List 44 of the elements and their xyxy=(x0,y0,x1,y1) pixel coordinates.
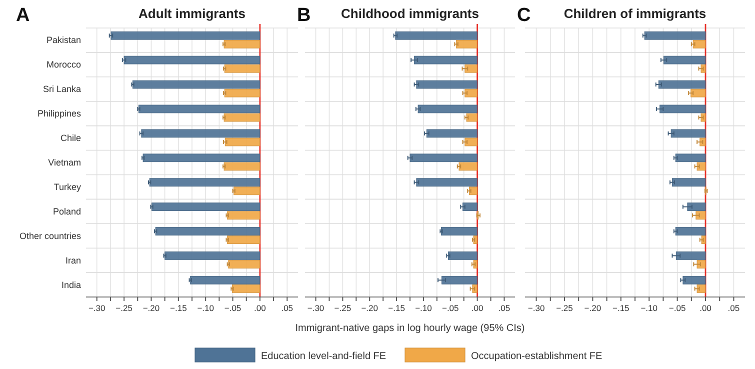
text: B xyxy=(297,5,311,26)
x-tick-label: .05 xyxy=(728,303,740,313)
y-tick-label: Poland xyxy=(52,206,81,216)
x-tick-label: −.30 xyxy=(88,303,106,313)
y-tick-label: Morocco xyxy=(46,60,81,70)
chart-title: Childhood immigrants xyxy=(341,6,479,21)
text: C xyxy=(517,5,531,26)
x-tick-label: −.15 xyxy=(612,303,630,313)
x-tick-label: −.15 xyxy=(170,303,188,313)
x-tick-label: −.25 xyxy=(556,303,574,313)
x-tick-label: −.20 xyxy=(361,303,378,313)
y-tick-label: Turkey xyxy=(54,182,82,192)
x-tick-label: .05 xyxy=(498,303,510,313)
chart-title: Children of immigrants xyxy=(564,6,706,21)
x-tick-label: −.10 xyxy=(197,303,214,313)
x-tick-label: .00 xyxy=(254,303,266,313)
text: Occupation-establishment FE xyxy=(471,351,602,362)
y-tick-label: Philippines xyxy=(37,108,82,119)
x-tick-label: −.20 xyxy=(142,303,160,313)
x-tick-label: −.10 xyxy=(415,303,432,313)
x-tick-label: −.10 xyxy=(640,303,658,313)
x-tick-label: −.15 xyxy=(388,303,406,313)
y-tick-label: Pakistan xyxy=(46,35,81,46)
text: A xyxy=(16,5,30,26)
x-tick-label: −.05 xyxy=(442,303,460,313)
x-tick-label: −.25 xyxy=(334,303,352,313)
text: Education level-and-field FE xyxy=(261,351,386,362)
y-tick-label: Iran xyxy=(65,255,81,266)
y-tick-label: Chile xyxy=(60,133,81,144)
x-tick-label: −.05 xyxy=(668,303,686,313)
x-tick-label: −.05 xyxy=(224,303,242,313)
y-tick-label: Other countries xyxy=(19,230,82,241)
x-axis-title: Immigrant-native gaps in log hourly wage (95% CIs) xyxy=(295,323,525,334)
x-tick-label: .00 xyxy=(700,303,712,313)
x-tick-label: −.30 xyxy=(307,303,324,313)
x-tick-label: .00 xyxy=(471,303,484,313)
x-tick-label: .05 xyxy=(281,303,294,313)
x-tick-label: −.20 xyxy=(584,303,602,313)
chart-title: Adult immigrants xyxy=(138,6,246,21)
x-tick-label: −.30 xyxy=(528,303,545,313)
x-tick-label: −.25 xyxy=(116,303,133,313)
y-tick-label: Vietnam xyxy=(48,158,81,168)
y-tick-label: Sri Lanka xyxy=(42,84,81,94)
y-tick-label: India xyxy=(61,280,81,290)
